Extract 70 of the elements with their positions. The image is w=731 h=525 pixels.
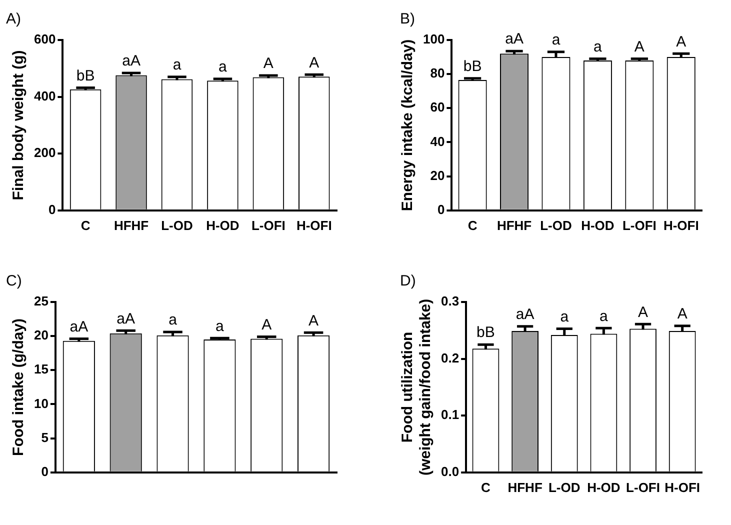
annotation: A <box>638 304 648 321</box>
y-tick-label: 20 <box>430 168 445 183</box>
x-tick-label: HFHF <box>508 480 542 495</box>
x-tick-label: L-OFI <box>626 480 660 495</box>
annotation: A <box>262 316 272 334</box>
y-tick-label: 600 <box>34 32 56 47</box>
x-tick-label: L-OD <box>548 480 580 495</box>
annotation: a <box>216 318 225 335</box>
annotation: a <box>594 38 603 56</box>
y-axis-title: Food intake (g/day) <box>10 318 28 456</box>
annotation: aA <box>505 30 524 48</box>
y-tick-label: 25 <box>34 294 48 309</box>
x-tick-label: HFHF <box>114 218 149 233</box>
y-axis-title: Food utilization (weight gain/food intake) <box>399 298 434 476</box>
x-tick-label: H-OD <box>206 218 240 233</box>
annotation: A <box>309 54 320 72</box>
x-tick-label: L-OFI <box>622 218 656 233</box>
y-tick-label: 0.0 <box>440 464 460 479</box>
x-tick-label: L-OFI <box>251 218 286 233</box>
annotation: A <box>676 33 686 50</box>
y-tick-label: 10 <box>34 396 48 411</box>
x-tick-label: C <box>468 218 478 233</box>
x-tick-label: H-OD <box>587 480 620 495</box>
annotation: aA <box>116 310 136 328</box>
annotation: a <box>560 308 570 326</box>
x-tick-label: C <box>80 218 91 233</box>
annotation: a <box>552 32 561 49</box>
annotation: a <box>168 312 178 329</box>
x-tick-label: L-OD <box>161 218 193 233</box>
x-tick-label: H-OFI <box>296 218 332 233</box>
y-tick-label: 20 <box>34 328 48 343</box>
x-tick-label: H-OFI <box>664 480 700 495</box>
annotation: a <box>218 58 228 76</box>
chart-title: B) <box>400 10 416 28</box>
y-tick-label: 40 <box>430 134 445 149</box>
annotation: a <box>600 308 609 325</box>
annotation: bB <box>476 324 495 342</box>
y-tick-label: 0 <box>437 202 445 217</box>
y-tick-label: 15 <box>34 362 48 377</box>
chart-title: D) <box>400 272 416 290</box>
x-tick-label: HFHF <box>496 218 532 233</box>
annotation: A <box>677 305 688 322</box>
y-tick-label: 200 <box>34 145 56 160</box>
x-tick-label: C <box>481 480 492 495</box>
y-axis-title: Final body weight (g) <box>10 50 28 200</box>
y-tick-label: 0.1 <box>440 407 460 422</box>
y-tick-label: 100 <box>422 32 445 47</box>
x-tick-label: L-OD <box>540 218 572 233</box>
annotation: A <box>263 55 274 72</box>
x-tick-label: H-OD <box>581 218 614 233</box>
y-tick-label: 0.2 <box>440 350 460 366</box>
chart-title: C) <box>6 272 22 290</box>
chart-title: A) <box>6 10 22 28</box>
annotation: bB <box>463 58 482 75</box>
y-tick-label: 5 <box>41 430 48 445</box>
annotation: aA <box>516 306 534 324</box>
y-axis-title: Energy intake (kcal/day) <box>399 39 416 212</box>
y-tick-label: 400 <box>34 88 56 104</box>
annotation: aA <box>70 318 88 336</box>
y-tick-label: 80 <box>430 66 445 81</box>
x-tick-label: H-OFI <box>663 218 699 233</box>
annotation: aA <box>122 52 140 70</box>
y-tick-label: 60 <box>430 100 445 115</box>
annotation: a <box>172 56 182 74</box>
y-tick-label: 0.3 <box>440 294 460 309</box>
annotation: A <box>634 38 644 56</box>
annotation: bB <box>76 67 95 84</box>
y-tick-label: 0 <box>48 202 56 217</box>
y-tick-label: 0 <box>41 464 48 479</box>
annotation: A <box>308 312 319 330</box>
